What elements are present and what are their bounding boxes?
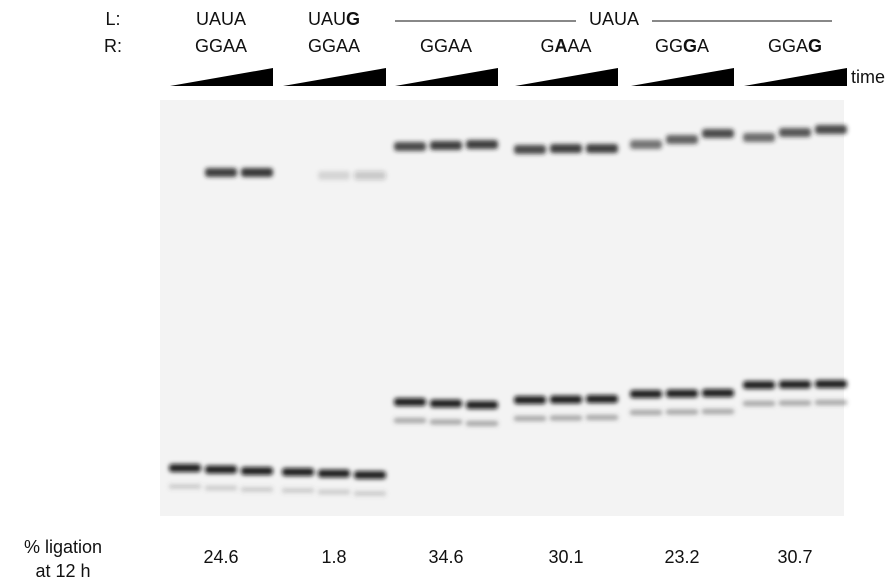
ligation-value: 24.6	[203, 547, 238, 567]
band	[466, 401, 498, 409]
band	[815, 125, 847, 134]
sequence-part: A	[697, 36, 709, 56]
band	[430, 141, 462, 150]
band	[779, 381, 811, 389]
band	[466, 140, 498, 149]
band	[779, 401, 811, 406]
band	[394, 142, 426, 151]
ligation-value: 23.2	[664, 547, 699, 567]
band	[666, 135, 698, 144]
band	[815, 380, 847, 388]
band	[550, 144, 582, 153]
sequence-part: UAU	[308, 9, 346, 29]
band	[550, 396, 582, 404]
band	[666, 390, 698, 398]
time-wedge	[283, 68, 386, 86]
ligation-label: at 12 h	[35, 561, 90, 581]
time-wedge	[744, 68, 847, 86]
band	[666, 410, 698, 415]
strand-sequence: GGGA	[655, 36, 709, 56]
band	[394, 418, 426, 423]
time-label: time	[851, 67, 885, 87]
band	[241, 467, 273, 475]
band	[743, 401, 775, 406]
sequence-part: GG	[655, 36, 683, 56]
shared-left-strand: UAUA	[589, 9, 639, 29]
band	[514, 145, 546, 154]
band	[586, 415, 618, 420]
band	[318, 470, 350, 478]
band	[241, 168, 273, 177]
band	[205, 486, 237, 491]
band	[430, 400, 462, 408]
sequence-part: GGA	[768, 36, 808, 56]
strand-sequence: GGAA	[195, 36, 247, 56]
gel	[160, 100, 844, 516]
sequence-part: G	[540, 36, 554, 56]
band	[430, 420, 462, 425]
strand-sequence: GGAA	[308, 36, 360, 56]
band	[318, 171, 350, 180]
band	[586, 144, 618, 153]
sequence-part: AA	[568, 36, 592, 56]
right-strand-label: R:	[104, 36, 122, 56]
band	[743, 133, 775, 142]
band	[282, 488, 314, 493]
ligation-value: 34.6	[428, 547, 463, 567]
sequence-part: A	[555, 36, 568, 56]
band	[354, 471, 386, 479]
band	[550, 416, 582, 421]
band	[282, 468, 314, 476]
band	[702, 389, 734, 397]
band	[354, 171, 386, 180]
band	[394, 398, 426, 406]
sequence-part: UAUA	[196, 9, 246, 29]
band	[630, 410, 662, 415]
band	[630, 140, 662, 149]
band	[630, 390, 662, 398]
ligation-label: % ligation	[24, 537, 102, 557]
band	[815, 400, 847, 405]
strand-sequence: GAAA	[540, 36, 591, 56]
band	[241, 487, 273, 492]
time-wedge	[170, 68, 273, 86]
sequence-part: G	[808, 36, 822, 56]
sequence-part: GGAA	[308, 36, 360, 56]
band	[514, 396, 546, 404]
band	[586, 395, 618, 403]
ligation-value: 30.1	[548, 547, 583, 567]
band	[743, 381, 775, 389]
sequence-part: GGAA	[420, 36, 472, 56]
band	[354, 491, 386, 496]
strand-sequence: GGAG	[768, 36, 822, 56]
time-wedge	[515, 68, 618, 86]
band	[205, 466, 237, 474]
strand-sequence: GGAA	[420, 36, 472, 56]
ligation-value: 30.7	[777, 547, 812, 567]
ligation-value: 1.8	[321, 547, 346, 567]
time-wedge	[631, 68, 734, 86]
strand-sequence: UAUA	[196, 9, 246, 29]
left-strand-label: L:	[105, 9, 120, 29]
band	[205, 168, 237, 177]
figure: L: R: UAUA time % ligation at 12 h UAUAG…	[0, 0, 896, 584]
band	[702, 129, 734, 138]
band	[318, 490, 350, 495]
sequence-part: GGAA	[195, 36, 247, 56]
band	[169, 464, 201, 472]
sequence-part: G	[346, 9, 360, 29]
band	[779, 128, 811, 137]
sequence-part: G	[683, 36, 697, 56]
band	[514, 416, 546, 421]
strand-sequence: UAUG	[308, 9, 360, 29]
time-wedge	[395, 68, 498, 86]
band	[169, 484, 201, 489]
band	[466, 421, 498, 426]
band	[702, 409, 734, 414]
